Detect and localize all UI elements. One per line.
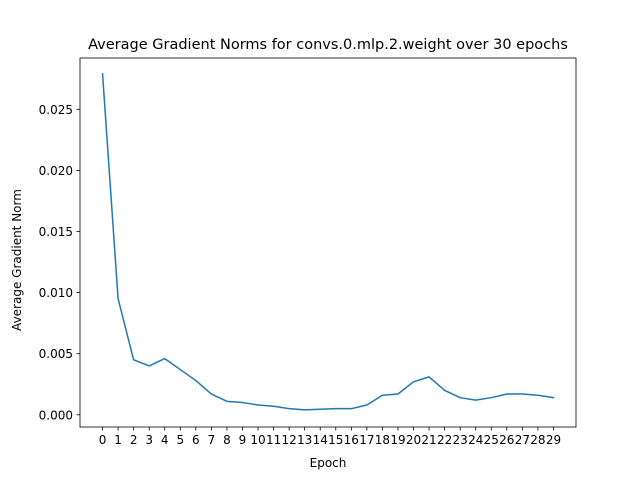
x-tick-label: 1 <box>114 433 122 447</box>
x-tick-label: 18 <box>375 433 390 447</box>
data-point <box>428 376 430 378</box>
data-point <box>522 393 524 395</box>
x-tick-label: 27 <box>515 433 530 447</box>
data-point <box>351 408 353 410</box>
x-tick-label: 16 <box>344 433 359 447</box>
x-tick-label: 26 <box>499 433 514 447</box>
data-point <box>335 408 337 410</box>
x-tick-label: 5 <box>176 433 184 447</box>
y-tick-label: 0.020 <box>39 164 73 178</box>
data-point <box>257 404 259 406</box>
data-point <box>195 380 197 382</box>
data-point <box>475 399 477 401</box>
y-tick-label: 0.000 <box>39 408 73 422</box>
x-tick-label: 23 <box>453 433 468 447</box>
data-point <box>413 381 415 383</box>
data-point <box>397 393 399 395</box>
data-point <box>164 358 166 360</box>
data-point <box>304 409 306 411</box>
x-tick-label: 29 <box>546 433 561 447</box>
data-point <box>211 393 213 395</box>
data-point <box>117 298 119 300</box>
data-point <box>273 405 275 407</box>
x-tick-label: 7 <box>208 433 216 447</box>
data-point <box>506 393 508 395</box>
x-tick-label: 14 <box>313 433 328 447</box>
x-tick-label: 22 <box>437 433 452 447</box>
x-tick-label: 11 <box>266 433 281 447</box>
x-tick-label: 12 <box>281 433 296 447</box>
data-point <box>179 369 181 371</box>
x-tick-label: 10 <box>250 433 265 447</box>
x-tick-label: 4 <box>161 433 169 447</box>
data-point <box>382 394 384 396</box>
y-tick-label: 0.025 <box>39 103 73 117</box>
x-tick-label: 0 <box>99 433 107 447</box>
data-point <box>537 394 539 396</box>
x-tick-label: 13 <box>297 433 312 447</box>
x-tick-label: 25 <box>484 433 499 447</box>
x-tick-label: 28 <box>530 433 545 447</box>
series-line-0 <box>101 73 555 411</box>
data-point <box>459 397 461 399</box>
x-tick-label: 21 <box>421 433 436 447</box>
plot-area: 0 1 2 3 4 5 6 7 8 9 10 11 12 13 14 15 16 17 18 19 20 21 22 23 24… <box>39 57 577 447</box>
axes-frame <box>79 57 577 428</box>
data-point <box>133 359 135 361</box>
data-point <box>366 404 368 406</box>
y-tick-label: 0.015 <box>39 225 73 239</box>
x-tick-label: 19 <box>390 433 405 447</box>
data-point <box>242 402 244 404</box>
x-tick-label: 15 <box>328 433 343 447</box>
x-tick-label: 20 <box>406 433 421 447</box>
y-tick-label: 0.005 <box>39 347 73 361</box>
y-tick-label: 0.010 <box>39 286 73 300</box>
data-point <box>319 408 321 410</box>
chart-title: Average Gradient Norms for convs.0.mlp.2… <box>88 37 568 53</box>
data-point <box>444 390 446 392</box>
x-tick-label: 8 <box>223 433 231 447</box>
x-tick-label: 3 <box>145 433 153 447</box>
x-tick-label: 24 <box>468 433 483 447</box>
x-tick-label: 6 <box>192 433 200 447</box>
data-point <box>226 401 228 403</box>
x-tick-label: 17 <box>359 433 374 447</box>
data-point <box>288 408 290 410</box>
x-tick-label: 2 <box>130 433 138 447</box>
data-point <box>553 397 555 399</box>
y-axis-title: Average Gradient Norm <box>10 189 24 331</box>
x-axis-title: Epoch <box>310 456 347 470</box>
data-point <box>148 365 150 367</box>
data-point <box>102 73 104 75</box>
x-tick-label: 9 <box>239 433 247 447</box>
data-point <box>490 397 492 399</box>
